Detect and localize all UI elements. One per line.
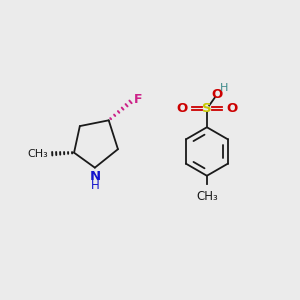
Text: F: F (134, 93, 143, 106)
Text: O: O (211, 88, 222, 101)
Text: N: N (90, 169, 101, 182)
Text: O: O (226, 102, 238, 115)
Text: CH₃: CH₃ (28, 148, 48, 159)
Text: O: O (176, 102, 187, 115)
Text: H: H (220, 83, 228, 93)
Text: H: H (91, 179, 100, 192)
Text: CH₃: CH₃ (196, 190, 218, 202)
Text: S: S (202, 102, 212, 115)
